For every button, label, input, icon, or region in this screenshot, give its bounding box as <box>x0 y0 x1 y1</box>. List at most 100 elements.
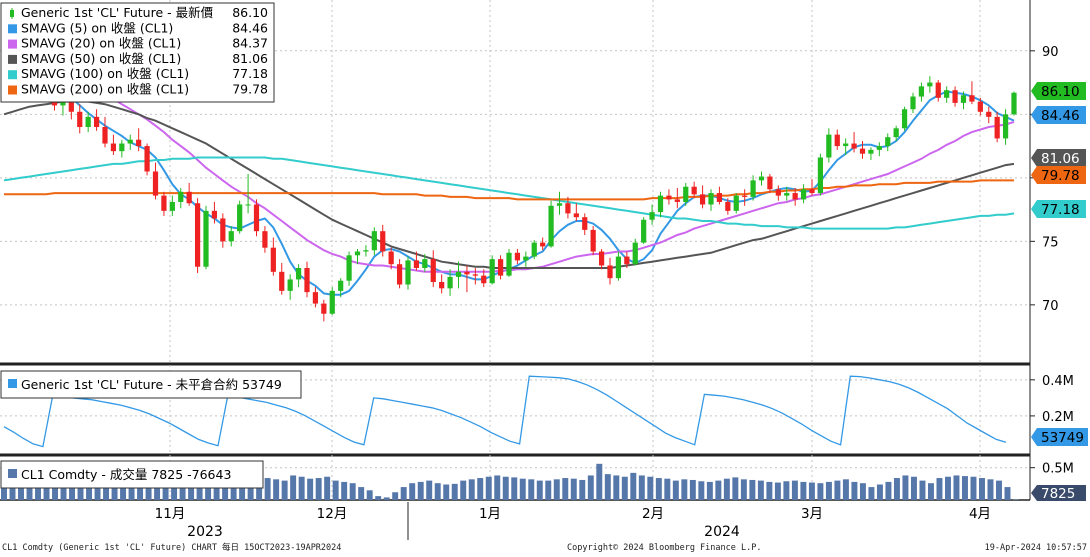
legend-box <box>0 2 275 103</box>
candle <box>329 287 335 316</box>
volume-bar <box>536 480 543 500</box>
last-value-tag: 86.10 <box>1031 82 1086 100</box>
volume-bar <box>273 479 280 500</box>
candle <box>800 184 807 204</box>
volume-bar <box>800 481 807 500</box>
volume-bar <box>961 476 968 500</box>
volume-bar <box>315 478 322 500</box>
candle <box>986 106 992 124</box>
ma-line <box>4 179 1014 201</box>
oi-tick-label: 0.4M <box>1042 374 1074 389</box>
year-label: 2024 <box>704 524 740 540</box>
volume-legend-label: CL1 Comdty - 成交量 7825 -76643 <box>21 467 231 482</box>
candle <box>497 255 504 280</box>
candle <box>447 269 453 296</box>
volume-bar <box>979 478 985 500</box>
candle <box>674 187 680 209</box>
candle <box>211 201 218 224</box>
candle <box>194 198 201 274</box>
volume-bar <box>519 478 526 500</box>
candle <box>203 205 209 270</box>
month-label: 3月 <box>801 506 823 522</box>
price-tick-label: 70 <box>1042 299 1059 314</box>
candle <box>338 278 344 298</box>
candle <box>750 175 756 201</box>
volume-bar <box>766 481 773 500</box>
candle <box>413 251 420 271</box>
candle <box>725 198 731 215</box>
candle <box>742 189 748 206</box>
volume-bar <box>681 479 688 500</box>
volume-bar <box>26 477 33 500</box>
open-interest-axis-ticks: 0.4M 0.2M <box>1030 374 1074 425</box>
last-value-tag: 79.78 <box>1031 166 1086 184</box>
candle <box>186 182 192 206</box>
volume-bar <box>400 487 407 500</box>
volume-bar <box>783 481 790 500</box>
candle <box>632 238 638 266</box>
oi-tag-shape <box>1031 428 1088 446</box>
price-tick-label: 90 <box>1042 45 1059 60</box>
ma-line <box>3 156 1015 230</box>
candle <box>657 191 664 218</box>
volume-bar <box>834 480 841 500</box>
volume-bar <box>111 477 118 500</box>
volume-bar <box>145 478 152 500</box>
candle <box>245 174 251 214</box>
candle <box>363 245 369 257</box>
candle <box>110 134 117 155</box>
volume-bar <box>740 479 747 500</box>
volume-bar <box>307 478 314 500</box>
volume-bar <box>1004 487 1011 500</box>
volume-bar <box>706 481 713 500</box>
volume-bar <box>919 480 926 500</box>
volume-bar <box>902 475 909 500</box>
volume-bar <box>808 482 815 500</box>
price-tick-label: 75 <box>1042 235 1059 250</box>
open-interest-last-tag: 53749 <box>1031 428 1088 446</box>
candle <box>388 247 394 270</box>
volume-bar <box>698 481 705 500</box>
volume-bar <box>43 480 50 500</box>
volume-bar <box>230 478 237 500</box>
volume-bar <box>298 476 305 500</box>
last-value-tag: 81.06 <box>1031 149 1086 167</box>
candle <box>430 250 436 288</box>
legend-value: 77.18 <box>232 66 268 81</box>
candle <box>582 213 588 235</box>
candle <box>102 116 108 148</box>
volume-bar <box>604 474 611 500</box>
candle <box>253 199 260 237</box>
volume-bar <box>341 481 348 500</box>
volume-tag-text: 7825 <box>1041 486 1075 502</box>
candle <box>994 111 1000 143</box>
candle <box>767 174 773 194</box>
candle <box>523 251 529 267</box>
volume-bar <box>468 479 475 500</box>
candle <box>960 91 967 110</box>
volume-bar <box>154 479 161 500</box>
candle <box>270 237 276 276</box>
candle <box>859 140 866 159</box>
volume-tick-label: 0.5M <box>1042 462 1074 477</box>
legend-entry: Generic 1st 'CL' Future - 最新價 86.10 <box>10 5 268 20</box>
candle <box>918 82 925 102</box>
volume-bar <box>825 481 832 500</box>
candle <box>287 274 293 300</box>
month-label: 4月 <box>969 506 991 522</box>
candle <box>615 251 622 281</box>
volume-bar <box>613 475 620 500</box>
volume-bar <box>723 478 730 500</box>
last-value-tag: 77.18 <box>1031 200 1086 218</box>
volume-bar <box>171 477 178 500</box>
candle <box>927 76 933 93</box>
candle <box>220 213 226 248</box>
candle <box>784 186 790 201</box>
candle <box>127 134 133 150</box>
candle <box>548 200 554 248</box>
volume-bar <box>86 479 93 500</box>
legend-value: 86.10 <box>232 5 268 20</box>
volume-bar <box>35 478 41 500</box>
candle <box>481 269 487 288</box>
